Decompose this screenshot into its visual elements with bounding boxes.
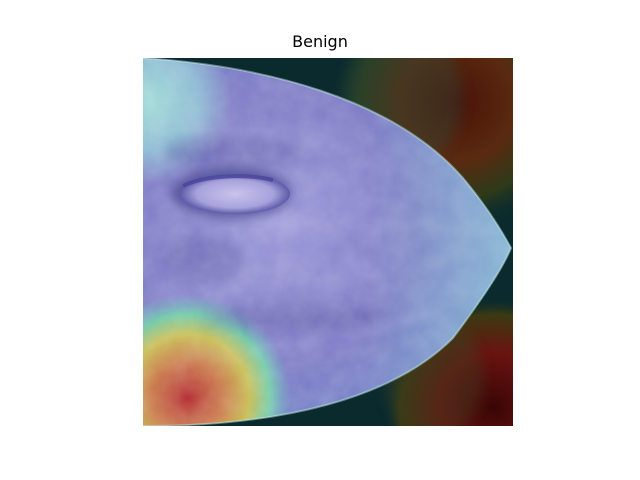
mammogram-heatmap-image [143, 58, 513, 426]
breast-contour [143, 58, 513, 426]
mammogram-svg [143, 58, 513, 426]
figure-title: Benign [292, 32, 348, 51]
nodule [180, 174, 290, 214]
